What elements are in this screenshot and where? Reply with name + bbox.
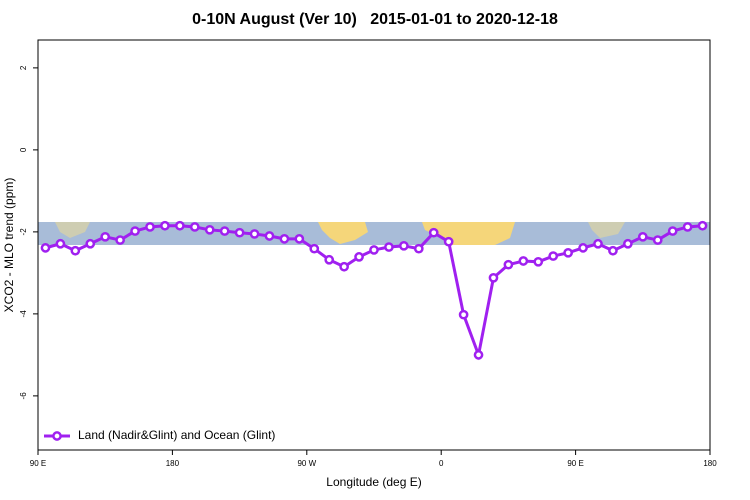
data-point (219, 226, 230, 236)
legend-label: Land (Nadir&Glint) and Ocean (Glint) (78, 428, 275, 442)
data-point (608, 245, 618, 256)
y-tick-label: -4 (19, 310, 28, 318)
data-point (652, 235, 663, 245)
y-tick-label: 0 (19, 147, 28, 152)
land (588, 222, 625, 238)
data-point (130, 226, 140, 236)
plot-frame (37, 39, 711, 451)
data-point (145, 222, 155, 232)
land (318, 222, 368, 244)
y-axis-label: XCO2 - MLO trend (ppm) (2, 178, 16, 313)
data-point (533, 256, 544, 267)
data-point (518, 256, 529, 266)
data-point (175, 220, 185, 231)
data-point (578, 243, 588, 253)
data-point (234, 227, 245, 238)
data-point (249, 229, 260, 239)
data-point (413, 243, 424, 254)
land (55, 222, 90, 238)
data-point (667, 226, 678, 236)
data-point (384, 242, 394, 252)
data-point (40, 243, 51, 253)
x-tick-label: 180 (166, 459, 180, 468)
data-point (100, 231, 111, 242)
y-tick-label: -2 (19, 228, 28, 236)
data-point (85, 238, 96, 249)
data-point (593, 238, 603, 249)
y-tick-label: -6 (19, 392, 28, 400)
data-point (115, 235, 125, 245)
x-tick-label: 90 W (297, 459, 316, 468)
chart-title: 0-10N August (Ver 10) 2015-01-01 to 2020… (192, 11, 558, 28)
data-point (548, 251, 559, 261)
data-point (189, 222, 200, 232)
data-point (682, 222, 693, 232)
data-point (354, 252, 364, 262)
data-point (204, 224, 215, 235)
data-point (264, 231, 275, 241)
legend-marker (52, 431, 62, 441)
data-point (473, 350, 484, 360)
data-point (369, 245, 379, 255)
x-tick-label: 90 E (30, 459, 46, 468)
y-tick-label: 2 (19, 65, 28, 70)
data-point (458, 309, 469, 320)
data-point (488, 272, 499, 283)
data-point (563, 247, 573, 258)
data-point (309, 243, 320, 254)
data-point (697, 220, 708, 231)
data-point (623, 238, 633, 249)
data-point (279, 234, 290, 244)
data-point (339, 261, 349, 272)
data-point (443, 236, 454, 247)
x-tick-label: 90 E (567, 459, 583, 468)
data-point (428, 227, 439, 238)
data-point (637, 231, 648, 242)
data-point (160, 220, 170, 231)
data-point (55, 238, 66, 249)
data-point (399, 240, 409, 251)
data-point (70, 245, 81, 256)
data-point (324, 254, 335, 265)
data-point (503, 259, 514, 270)
x-tick-label: 0 (439, 459, 444, 468)
x-axis-label: Longitude (deg E) (326, 475, 421, 489)
x-tick-label: 180 (703, 459, 717, 468)
data-point (294, 234, 305, 244)
